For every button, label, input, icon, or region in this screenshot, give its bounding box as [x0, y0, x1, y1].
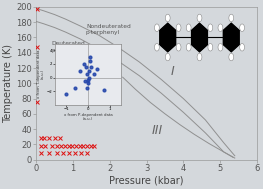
Text: III: III [152, 124, 163, 137]
Y-axis label: Temperature (K): Temperature (K) [3, 44, 13, 123]
Text: II: II [89, 91, 97, 104]
Text: I: I [170, 65, 174, 78]
Text: Nondeuterated
p-terphenyl: Nondeuterated p-terphenyl [86, 24, 131, 35]
X-axis label: Pressure (kbar): Pressure (kbar) [109, 176, 184, 186]
Text: Deuterated
p-terphenyl: Deuterated p-terphenyl [52, 41, 86, 53]
